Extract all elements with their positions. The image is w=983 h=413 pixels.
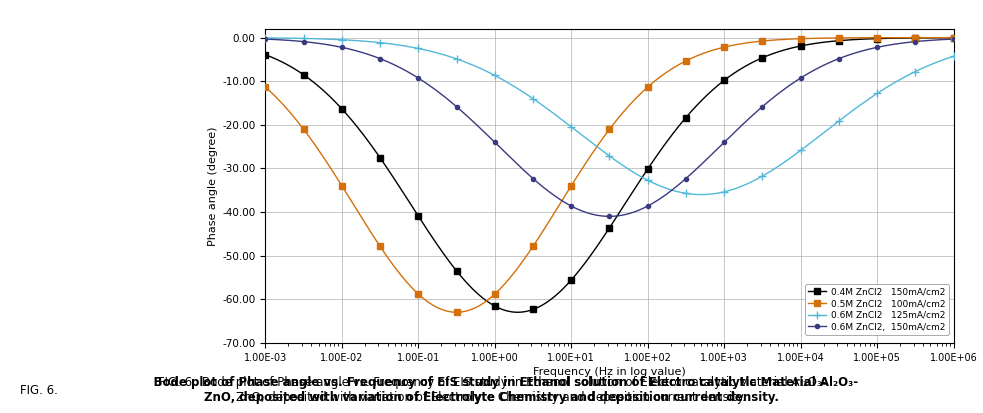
Text: FIG. 6.  Bode plot of Phase angle vs. Frequency of EIS study in Ethanol solution: FIG. 6. Bode plot of Phase angle vs. Fre…: [157, 376, 826, 404]
Text: FIG. 6.: FIG. 6.: [20, 384, 61, 397]
Text: Bode plot of Phase angle vs. Frequency of EIS study in Ethanol solution of Elect: Bode plot of Phase angle vs. Frequency o…: [125, 376, 858, 404]
Y-axis label: Phase angle (degree): Phase angle (degree): [208, 126, 218, 246]
X-axis label: Frequency (Hz in log value): Frequency (Hz in log value): [533, 367, 686, 377]
Legend: 0.4M ZnCl2   150mA/cm2, 0.5M ZnCl2   100mA/cm2, 0.6M ZnCl2   125mA/cm2, 0.6M ZnC: 0.4M ZnCl2 150mA/cm2, 0.5M ZnCl2 100mA/c…: [805, 284, 949, 335]
